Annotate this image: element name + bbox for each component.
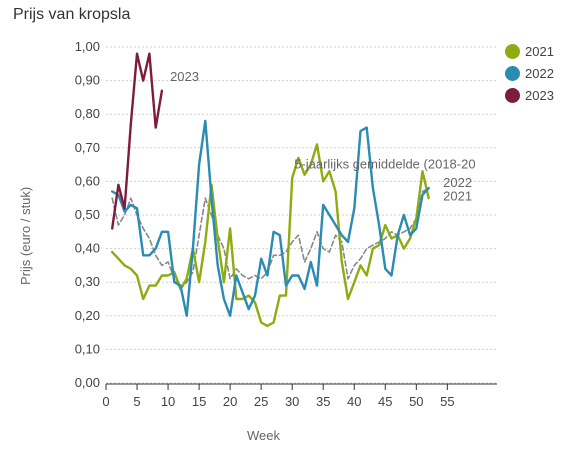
- series-annotation: 2022: [443, 175, 472, 190]
- x-tick-label: 30: [285, 394, 299, 409]
- chart-title: Prijs van kropsla: [13, 6, 131, 23]
- x-tick-label: 50: [409, 394, 423, 409]
- legend-label-2023: 2023: [525, 87, 554, 103]
- x-tick-label: 35: [316, 394, 330, 409]
- y-tick-label: 0,40: [75, 241, 100, 256]
- y-tick-label: 0,70: [75, 140, 100, 155]
- legend-swatch-2022: [505, 65, 520, 81]
- series-line-5-jaarlijks-gemiddelde-2018-2022-: [111, 187, 430, 290]
- y-tick-label: 0,30: [75, 274, 100, 289]
- legend-item-2022[interactable]: 2022: [505, 62, 554, 84]
- series-annotation: 2023: [170, 69, 199, 84]
- series-line-2021: [110, 143, 430, 328]
- series-annotation: 5-jaarlijks gemiddelde (2018-20: [294, 157, 475, 172]
- y-tick-label: 0,00: [75, 375, 100, 390]
- y-tick-label: 1,00: [75, 39, 100, 54]
- x-tick-label: 55: [440, 394, 454, 409]
- y-tick-label: 0,60: [75, 173, 100, 188]
- x-tick-label: 25: [254, 394, 268, 409]
- y-tick-label: 0,50: [75, 207, 100, 222]
- legend-label-2021: 2021: [525, 43, 554, 59]
- series-line-2022: [110, 119, 430, 317]
- legend-item-2023[interactable]: 2023: [505, 84, 554, 106]
- x-tick-label: 10: [161, 394, 175, 409]
- y-tick-label: 0,10: [75, 341, 100, 356]
- x-tick-label: 40: [347, 394, 361, 409]
- y-tick-label: 0,80: [75, 106, 100, 121]
- legend-item-2021[interactable]: 2021: [505, 40, 554, 62]
- x-tick-label: 5: [133, 394, 140, 409]
- series-annotation: 2021: [443, 189, 472, 204]
- y-tick-label: 0,20: [75, 308, 100, 323]
- x-tick-label: 15: [192, 394, 206, 409]
- x-tick-label: 45: [378, 394, 392, 409]
- series-line-2023: [110, 52, 164, 230]
- y-tick-label: 0,90: [75, 73, 100, 88]
- legend-swatch-2021: [505, 43, 520, 59]
- x-tick-label: 20: [223, 394, 237, 409]
- legend-label-2022: 2022: [525, 65, 554, 81]
- legend-swatch-2023: [505, 87, 520, 103]
- x-tick-label: 0: [102, 394, 109, 409]
- legend: 2021 2022 2023: [505, 40, 554, 106]
- x-axis-label: Week: [247, 428, 280, 443]
